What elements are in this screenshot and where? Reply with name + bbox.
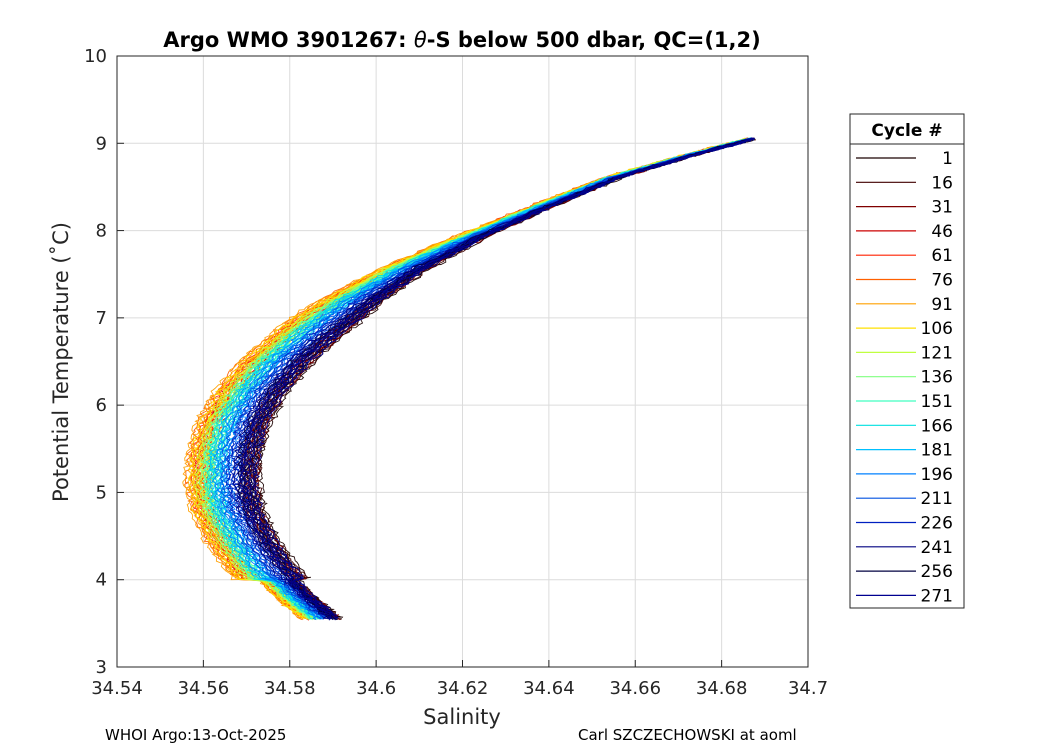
series-line-151 xyxy=(202,137,752,620)
x-tick-label: 34.54 xyxy=(91,678,143,699)
x-tick-label: 34.68 xyxy=(696,678,748,699)
legend-label-46: 46 xyxy=(931,222,953,242)
series-line-271 xyxy=(253,138,755,619)
legend-label-1: 1 xyxy=(942,149,953,169)
series-line-76 xyxy=(184,138,747,620)
x-tick-label: 34.58 xyxy=(264,678,316,699)
legend-label-271: 271 xyxy=(921,586,953,606)
legend-label-196: 196 xyxy=(921,465,953,485)
x-tick-label: 34.64 xyxy=(523,678,575,699)
y-tick-label: 4 xyxy=(96,570,107,591)
legend-label-226: 226 xyxy=(921,514,953,534)
legend-title: Cycle # xyxy=(871,121,942,141)
series-line-271 xyxy=(246,137,753,619)
legend-box xyxy=(849,113,965,609)
legend-label-76: 76 xyxy=(931,271,953,291)
y-tick-label: 3 xyxy=(96,657,107,678)
series-line-271 xyxy=(238,139,752,619)
x-tick-label: 34.7 xyxy=(788,678,828,699)
footer-left: WHOI Argo:13-Oct-2025 xyxy=(105,726,287,744)
footer-right: Carl SZCZECHOWSKI at aoml xyxy=(578,726,797,744)
legend: Cycle # 11631466176911061211361511661811… xyxy=(849,113,965,609)
x-tick-label: 34.66 xyxy=(609,678,661,699)
y-tick-label: 9 xyxy=(96,133,107,154)
legend-label-256: 256 xyxy=(921,562,953,582)
series-line-181 xyxy=(216,139,751,620)
legend-label-181: 181 xyxy=(921,441,953,461)
chart-title: Argo WMO 3901267: θ-S below 500 dbar, QC… xyxy=(163,28,760,52)
legend-label-241: 241 xyxy=(921,538,953,558)
legend-label-16: 16 xyxy=(931,173,953,193)
x-axis-label: Salinity xyxy=(423,705,501,729)
legend-label-106: 106 xyxy=(921,319,953,339)
legend-items: 1 16 31 46 61 76 91 106 121 136 151 166 181 196 211 226… xyxy=(856,149,953,606)
legend-label-211: 211 xyxy=(921,489,953,509)
legend-label-61: 61 xyxy=(931,246,953,266)
x-tick-label: 34.56 xyxy=(178,678,230,699)
legend-label-166: 166 xyxy=(921,416,953,436)
series-layer xyxy=(182,137,757,621)
y-tick-label: 6 xyxy=(96,395,107,416)
legend-label-121: 121 xyxy=(921,343,953,363)
series-line-226 xyxy=(225,138,752,620)
y-axis-label: Potential Temperature (˚C) xyxy=(49,222,73,502)
y-tick-label: 5 xyxy=(96,482,107,503)
y-tick-label: 10 xyxy=(84,46,107,67)
y-tick-label: 8 xyxy=(96,221,107,242)
legend-label-151: 151 xyxy=(921,392,953,412)
x-tick-label: 34.62 xyxy=(437,678,489,699)
y-axis-ticks: 3 4 5 6 7 8 9 10 xyxy=(84,46,124,678)
legend-label-136: 136 xyxy=(921,368,953,388)
x-axis-ticks: 34.54 34.56 34.58 34.6 34.62 34.64 34.66 34.68 3… xyxy=(91,660,828,699)
y-tick-label: 7 xyxy=(96,308,107,329)
series-line-256 xyxy=(243,139,751,621)
legend-label-31: 31 xyxy=(931,198,953,218)
series-line-121 xyxy=(193,137,750,620)
x-tick-label: 34.6 xyxy=(356,678,396,699)
legend-label-91: 91 xyxy=(931,295,953,315)
